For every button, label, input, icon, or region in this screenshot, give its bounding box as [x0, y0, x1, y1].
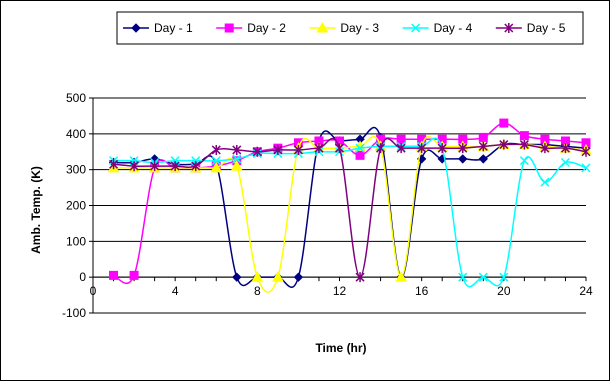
series-4-point-13 [355, 143, 365, 153]
legend-label-2: Day - 2 [247, 21, 286, 35]
series-5-point-9 [273, 144, 283, 155]
series-5-point-18 [458, 143, 468, 154]
series-5-point-16 [417, 143, 427, 154]
series-4-point-22 [540, 177, 550, 187]
legend-label-5: Day - 5 [527, 21, 566, 35]
series-5-point-19 [478, 141, 488, 152]
series-5-point-24 [581, 146, 591, 157]
y-tick-label-4: 300 [66, 163, 86, 177]
y-tick-label-1: 0 [79, 270, 86, 284]
legend: Day - 1 Day - 2 Day - 3 Day - 4 Day - 5 [116, 11, 584, 45]
legend-item-1: Day - 1 [123, 21, 193, 35]
series-3-point-8 [251, 271, 264, 282]
series-5-point-6 [211, 144, 221, 155]
legend-marker-5 [504, 23, 514, 33]
series-layer [107, 118, 592, 293]
series-5 [109, 137, 591, 283]
series-2-point-20 [499, 118, 509, 128]
series-3-point-9 [272, 271, 284, 282]
legend-marker-4 [411, 23, 421, 33]
y-tick-label-0: -100 [62, 306, 86, 320]
legend-item-4: Day - 4 [402, 21, 473, 35]
legend-marker-3 [316, 21, 329, 33]
y-tick-label-2: 100 [66, 234, 86, 248]
x-tick-label-6: 24 [579, 284, 593, 298]
series-3-point-6 [210, 161, 223, 173]
series-5-point-1 [109, 159, 119, 170]
legend-item-3: Day - 3 [309, 21, 379, 35]
series-5-point-22 [540, 143, 550, 154]
series-2-point-15 [396, 134, 406, 144]
y-tick-label-3: 200 [66, 199, 86, 213]
x-tick-label-0: 0 [90, 284, 97, 298]
legend-label-1: Day - 1 [154, 21, 193, 35]
series-5-point-15 [396, 143, 406, 154]
series-5-point-11 [314, 143, 324, 154]
x-tick-label-1: 4 [172, 284, 179, 298]
series-5-point-7 [232, 144, 242, 155]
series-2-point-13 [355, 150, 365, 160]
legend-marker-2 [224, 23, 234, 33]
y-tick-label-5: 400 [66, 127, 86, 141]
series-2-point-21 [519, 131, 529, 141]
x-axis-title: Time (hr) [315, 341, 366, 355]
series-4-point-21 [519, 156, 529, 166]
series-4-point-20 [499, 272, 509, 282]
series-5-point-17 [437, 143, 447, 154]
series-1-point-19 [478, 154, 488, 164]
series-5-point-10 [293, 144, 303, 155]
series-4-point-24 [581, 163, 591, 173]
series-5-point-8 [252, 146, 262, 157]
series-4-point-6 [211, 156, 221, 166]
legend-item-5: Day - 5 [495, 21, 566, 35]
x-tick-label-5: 20 [497, 284, 511, 298]
series-5-point-4 [170, 161, 180, 172]
series-4-point-19 [478, 272, 488, 282]
series-2-point-19 [478, 132, 488, 142]
series-5-point-2 [129, 161, 139, 172]
series-3-point-7 [230, 160, 243, 171]
legend-item-2: Day - 2 [216, 21, 286, 35]
legend-marker-1 [131, 23, 141, 33]
series-5-point-5 [191, 161, 201, 172]
series-2-point-2 [129, 270, 139, 280]
series-1-point-10 [293, 272, 304, 282]
series-1-point-18 [458, 154, 468, 164]
series-5-point-12 [334, 143, 345, 154]
series-4-point-18 [458, 272, 468, 282]
x-tick-label-3: 12 [333, 284, 347, 298]
series-5-point-3 [150, 161, 160, 172]
series-5-point-20 [499, 139, 509, 150]
series-5-point-23 [560, 143, 570, 154]
series-4-point-7 [232, 154, 242, 164]
series-1-point-7 [232, 272, 242, 282]
legend-label-4: Day - 4 [434, 21, 473, 35]
series-3-point-15 [395, 271, 407, 282]
y-tick-label-6: 500 [66, 91, 86, 105]
series-5-point-21 [519, 139, 529, 150]
series-4-point-23 [560, 157, 570, 168]
y-axis-title: Amb. Temp. (K) [29, 166, 43, 254]
series-2-point-1 [109, 270, 119, 280]
legend-label-3: Day - 3 [340, 21, 379, 35]
series-5-point-13 [355, 272, 365, 283]
x-tick-label-4: 16 [415, 284, 429, 298]
x-tick-label-2: 8 [254, 284, 261, 298]
series-5-point-14 [376, 143, 386, 154]
